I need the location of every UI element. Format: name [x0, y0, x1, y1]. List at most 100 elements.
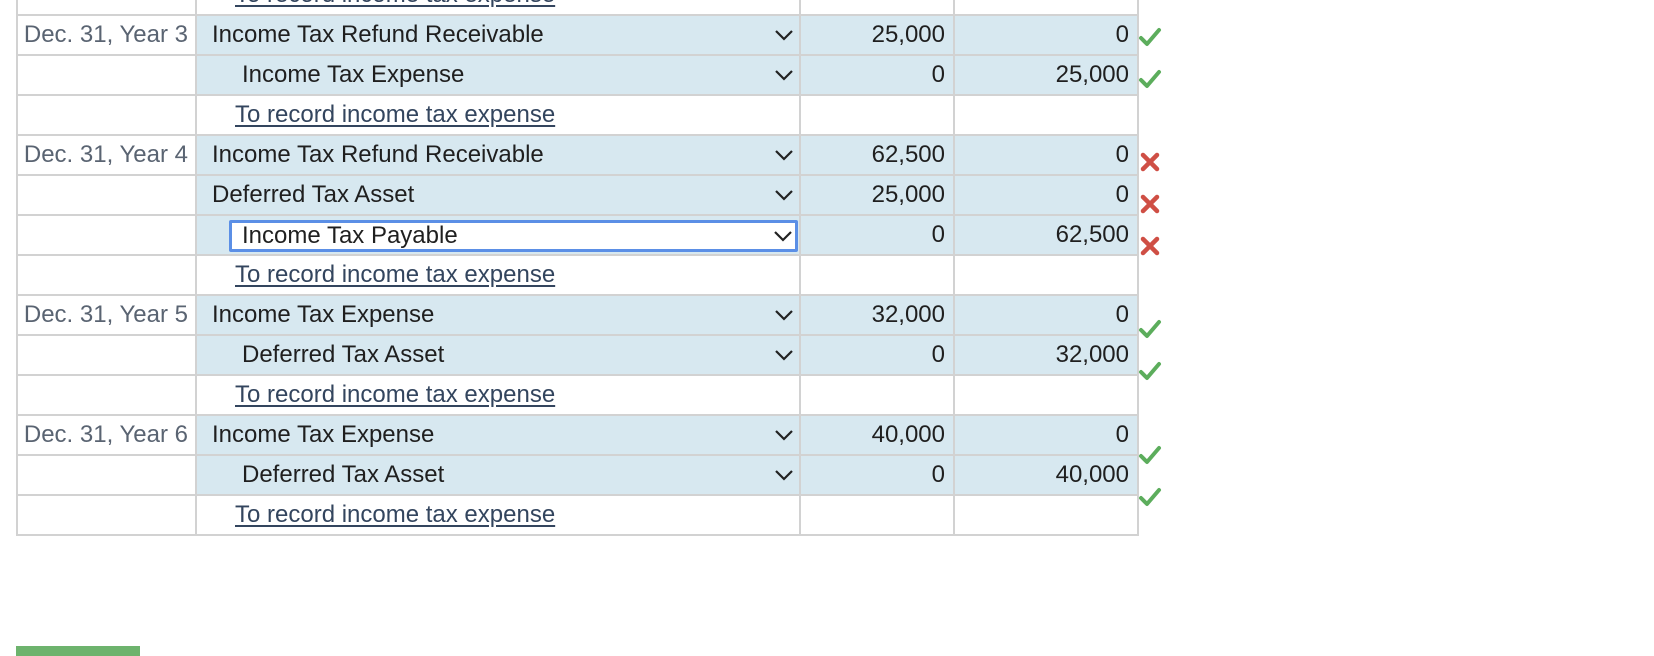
memo-cell: To record income tax expense [195, 374, 801, 416]
chevron-down-icon [775, 310, 793, 321]
entry-date [16, 0, 197, 16]
credit-empty [953, 494, 1139, 536]
memo-link[interactable]: To record income tax expense [197, 0, 799, 9]
memo-link[interactable]: To record income tax expense [235, 381, 556, 408]
debit-input[interactable]: 62,500 [799, 134, 955, 176]
debit-input[interactable]: 25,000 [799, 14, 955, 56]
journal-line: Dec. 31, Year 6 Income Tax Expense 40,000 0 [16, 414, 1139, 456]
debit-input[interactable]: 0 [799, 54, 955, 96]
credit-empty [953, 94, 1139, 136]
account-select[interactable]: Income Tax Refund Receivable [195, 134, 801, 176]
account-name: Income Tax Payable [242, 222, 458, 249]
account-select[interactable]: Deferred Tax Asset [195, 334, 801, 376]
entry-date [16, 494, 197, 536]
account-name: Deferred Tax Asset [242, 341, 445, 368]
credit-input[interactable]: 0 [953, 14, 1139, 56]
memo-row: To record income tax expense [16, 0, 1139, 16]
account-name: Income Tax Expense [212, 301, 435, 328]
account-name: Deferred Tax Asset [242, 461, 445, 488]
cross-icon [1138, 192, 1162, 216]
account-select[interactable]: Income Tax Expense [195, 294, 801, 336]
entry-date [16, 174, 197, 216]
account-select[interactable]: Income Tax Payable [195, 214, 801, 256]
debit-input[interactable]: 0 [799, 334, 955, 376]
chevron-down-icon [774, 231, 792, 242]
chevron-down-icon [775, 70, 793, 81]
chevron-down-icon [775, 350, 793, 361]
entry-date [16, 54, 197, 96]
account-name: Income Tax Expense [212, 421, 435, 448]
account-select[interactable]: Deferred Tax Asset [195, 454, 801, 496]
account-select[interactable]: Deferred Tax Asset [195, 174, 801, 216]
check-icon [1138, 25, 1162, 49]
entry-date [16, 374, 197, 416]
account-select[interactable]: Income Tax Refund Receivable [195, 14, 801, 56]
memo-cell: To record income tax expense [195, 494, 801, 536]
credit-input[interactable]: 32,000 [953, 334, 1139, 376]
entry-date: Dec. 31, Year 6 [16, 414, 197, 456]
debit-empty [799, 94, 955, 136]
debit-empty [799, 374, 955, 416]
credit-empty [953, 254, 1139, 296]
credit-input[interactable]: 40,000 [953, 454, 1139, 496]
debit-input[interactable]: 0 [799, 454, 955, 496]
credit-input[interactable]: 0 [953, 134, 1139, 176]
debit-empty [799, 254, 955, 296]
credit-input[interactable]: 25,000 [953, 54, 1139, 96]
memo-link[interactable]: To record income tax expense [235, 501, 556, 528]
credit-input[interactable]: 62,500 [953, 214, 1139, 256]
debit-empty [799, 0, 955, 16]
journal-line: Income Tax Expense 0 25,000 [16, 54, 1139, 96]
credit-input[interactable]: 0 [953, 414, 1139, 456]
check-icon [1138, 443, 1162, 467]
memo-cell: To record income tax expense [195, 254, 801, 296]
journal-line: Dec. 31, Year 3 Income Tax Refund Receiva… [16, 14, 1139, 56]
account-name: Income Tax Expense [242, 61, 465, 88]
account-name: Deferred Tax Asset [212, 181, 415, 208]
journal-line: Dec. 31, Year 5 Income Tax Expense 32,000 0 [16, 294, 1139, 336]
check-icon [1138, 67, 1162, 91]
memo-row: To record income tax expense [16, 94, 1139, 136]
journal-line: Deferred Tax Asset 25,000 0 [16, 174, 1139, 216]
chevron-down-icon [775, 470, 793, 481]
debit-input[interactable]: 40,000 [799, 414, 955, 456]
entry-date [16, 334, 197, 376]
check-icon [1138, 317, 1162, 341]
entry-date: Dec. 31, Year 4 [16, 134, 197, 176]
debit-input[interactable]: 32,000 [799, 294, 955, 336]
account-select[interactable]: Income Tax Expense [195, 54, 801, 96]
entry-date [16, 254, 197, 296]
debit-input[interactable]: 0 [799, 214, 955, 256]
check-icon [1138, 485, 1162, 509]
cross-icon [1138, 234, 1162, 258]
credit-empty [953, 374, 1139, 416]
memo-link[interactable]: To record income tax expense [235, 261, 556, 288]
entry-date [16, 94, 197, 136]
chevron-down-icon [775, 430, 793, 441]
entry-date [16, 454, 197, 496]
cross-icon [1138, 150, 1162, 174]
credit-input[interactable]: 0 [953, 174, 1139, 216]
account-name: Income Tax Refund Receivable [212, 141, 544, 168]
chevron-down-icon [775, 30, 793, 41]
debit-input[interactable]: 25,000 [799, 174, 955, 216]
memo-row: To record income tax expense [16, 374, 1139, 416]
journal-line: Dec. 31, Year 4 Income Tax Refund Receiva… [16, 134, 1139, 176]
memo-cell: To record income tax expense [195, 94, 801, 136]
entry-date [16, 214, 197, 256]
account-name: Income Tax Refund Receivable [212, 21, 544, 48]
submit-button[interactable] [16, 646, 140, 656]
debit-empty [799, 494, 955, 536]
journal-line: Deferred Tax Asset 0 32,000 [16, 334, 1139, 376]
chevron-down-icon [775, 150, 793, 161]
credit-input[interactable]: 0 [953, 294, 1139, 336]
memo-cell: To record income tax expense [195, 0, 801, 16]
credit-empty [953, 0, 1139, 16]
memo-link[interactable]: To record income tax expense [235, 101, 556, 128]
journal-line: Deferred Tax Asset 0 40,000 [16, 454, 1139, 496]
entry-date: Dec. 31, Year 3 [16, 14, 197, 56]
memo-row: To record income tax expense [16, 254, 1139, 296]
account-select-focused[interactable]: Income Tax Payable [229, 220, 798, 252]
account-select[interactable]: Income Tax Expense [195, 414, 801, 456]
